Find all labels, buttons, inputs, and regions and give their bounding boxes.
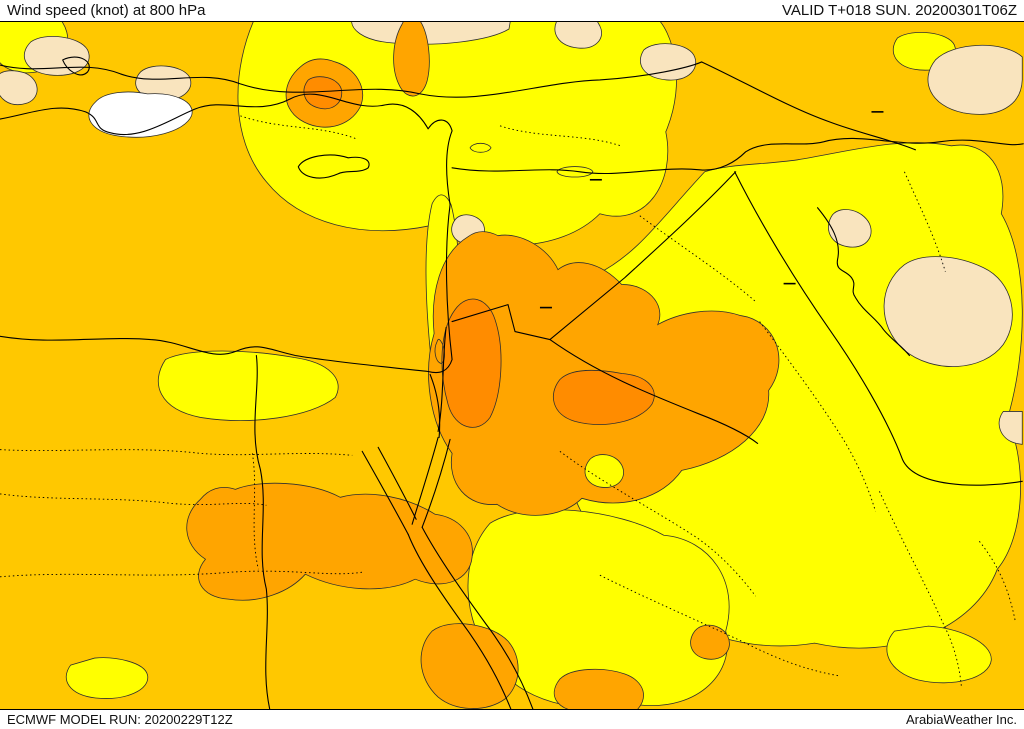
cream-blob-anatolia — [135, 65, 192, 101]
map-area — [0, 22, 1024, 710]
nile-river — [254, 354, 271, 709]
cream-blob-top-mid — [554, 22, 602, 49]
egypt-israel-border — [429, 373, 441, 438]
gulf-of-suez-east-shore — [377, 446, 417, 520]
mediterranean-levant-egypt-coastline — [0, 93, 453, 374]
gulf-of-aqaba-west-shore — [411, 436, 439, 525]
gulf-of-suez-west-shore — [361, 450, 409, 535]
dark-orange-core-jordan — [441, 298, 502, 428]
wind-speed-contour-map — [0, 22, 1024, 709]
wind-contour-white-region — [88, 91, 193, 138]
footer-bar: ECMWF MODEL RUN: 20200229T12Z ArabiaWeat… — [0, 710, 1024, 729]
dotted-line-nile-valley — [251, 453, 259, 570]
turkey-syria-iran-border — [451, 137, 1024, 174]
cyprus-island — [297, 154, 370, 179]
brand-label: ArabiaWeather Inc. — [905, 712, 1017, 727]
orange-blob-top — [393, 22, 430, 97]
yellow-blob-bottom-left — [65, 657, 148, 699]
cream-blob-top-left-2 — [0, 70, 38, 105]
orange-blob-bottom-3 — [690, 624, 730, 660]
dotted-line-turkey-2 — [499, 125, 621, 147]
cream-blob-east-edge — [998, 411, 1023, 445]
gulf-of-aqaba-east-shore — [421, 438, 451, 528]
coastlines-and-borders — [0, 56, 1024, 709]
cream-blob-northeast — [639, 43, 696, 81]
yellow-hole-in-orange — [584, 454, 624, 488]
dotted-line-turkey-1 — [240, 115, 357, 140]
iraq-saudi-border — [734, 171, 1023, 486]
red-sea-west-shore — [407, 533, 512, 709]
marmara-coastline — [62, 56, 90, 76]
dotted-line-iraq — [639, 215, 756, 302]
map-title: Wind speed (knot) at 800 hPa — [7, 2, 206, 19]
yellow-hole-1 — [584, 454, 624, 488]
orange-blob-bottom-2 — [554, 668, 644, 709]
dotted-boundary-lines — [0, 115, 1016, 687]
cream-blob-top-right — [927, 44, 1023, 115]
model-run-label: ECMWF MODEL RUN: 20200229T12Z — [7, 712, 233, 727]
dotted-line-southeast — [978, 540, 1016, 622]
jordan-saudi-border — [549, 338, 759, 444]
persian-gulf-coastline — [817, 207, 910, 357]
minor-contour-2 — [469, 142, 492, 153]
yellow-region-top-center — [237, 22, 677, 246]
red-sea-east-shore — [421, 526, 534, 709]
dark-orange-core-anatolia — [303, 76, 343, 110]
contour-minima-marks — [539, 111, 884, 309]
cream-blob-top-left-1 — [24, 36, 90, 76]
yellow-blob-bottom-right — [886, 625, 992, 684]
dotted-line-egypt-2 — [0, 493, 267, 506]
minor-contour-1 — [556, 166, 594, 178]
dotted-line-saudi-2 — [759, 321, 876, 512]
black-sea-coastline — [0, 61, 703, 98]
cream-blob-gulf — [828, 209, 872, 248]
wind-contour-cream-regions — [0, 22, 1023, 445]
dotted-line-saudi-4 — [599, 574, 841, 677]
cream-blob-east-large — [883, 256, 1013, 367]
valid-time-label: VALID T+018 SUN. 20200301T06Z — [781, 2, 1017, 19]
white-blob-mediterranean — [88, 91, 193, 138]
orange-blob-bottom-1 — [420, 623, 519, 709]
header-bar: Wind speed (knot) at 800 hPa VALID T+018… — [0, 0, 1024, 22]
yellow-region-nile-delta — [157, 350, 339, 421]
dotted-line-egypt-sudan — [0, 570, 363, 578]
dotted-line-egypt-1 — [0, 449, 353, 456]
jordan-iraq-border-zigzag — [451, 171, 737, 341]
